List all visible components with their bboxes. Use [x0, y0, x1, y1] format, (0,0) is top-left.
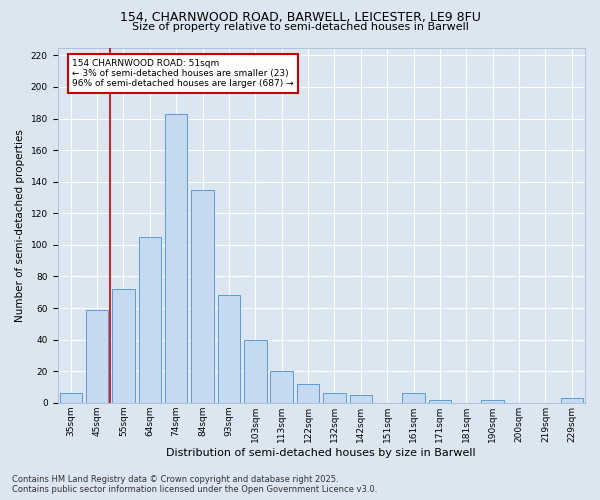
Bar: [297, 384, 319, 403]
Bar: [59, 394, 82, 403]
Bar: [429, 400, 451, 403]
Bar: [191, 190, 214, 403]
Bar: [139, 237, 161, 403]
Text: Contains HM Land Registry data © Crown copyright and database right 2025.
Contai: Contains HM Land Registry data © Crown c…: [12, 474, 377, 494]
Bar: [481, 400, 504, 403]
Bar: [86, 310, 108, 403]
X-axis label: Distribution of semi-detached houses by size in Barwell: Distribution of semi-detached houses by …: [166, 448, 476, 458]
Bar: [560, 398, 583, 403]
Bar: [323, 394, 346, 403]
Y-axis label: Number of semi-detached properties: Number of semi-detached properties: [15, 128, 25, 322]
Text: 154, CHARNWOOD ROAD, BARWELL, LEICESTER, LE9 8FU: 154, CHARNWOOD ROAD, BARWELL, LEICESTER,…: [119, 11, 481, 24]
Bar: [403, 394, 425, 403]
Bar: [271, 371, 293, 403]
Bar: [112, 289, 134, 403]
Bar: [165, 114, 187, 403]
Bar: [218, 296, 240, 403]
Text: 154 CHARNWOOD ROAD: 51sqm
← 3% of semi-detached houses are smaller (23)
96% of s: 154 CHARNWOOD ROAD: 51sqm ← 3% of semi-d…: [72, 58, 293, 88]
Text: Size of property relative to semi-detached houses in Barwell: Size of property relative to semi-detach…: [131, 22, 469, 32]
Bar: [350, 395, 372, 403]
Bar: [244, 340, 266, 403]
